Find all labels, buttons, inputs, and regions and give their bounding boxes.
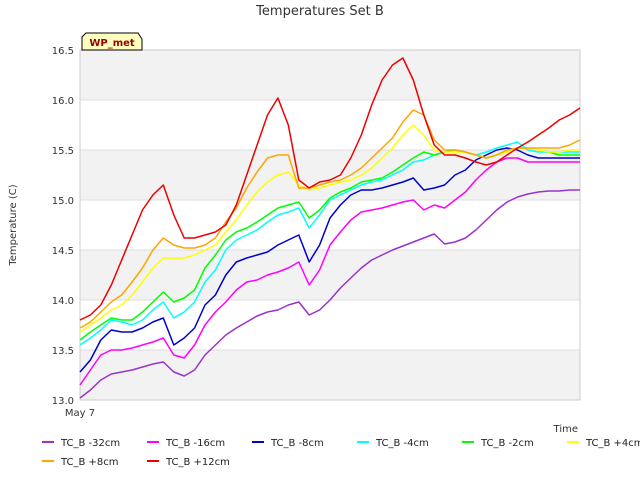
legend-label: TC_B +12cm — [165, 457, 230, 468]
series-line — [79, 141, 580, 346]
y-tick-label: 13.0 — [52, 396, 74, 407]
badge-label: WP_met — [89, 38, 135, 49]
legend-item: TC_B +12cm — [147, 457, 230, 468]
y-tick-label: 15.5 — [52, 146, 74, 157]
legend-label: TC_B -2cm — [480, 438, 534, 449]
legend-label: TC_B -4cm — [375, 438, 429, 449]
legend-label: TC_B -32cm — [60, 438, 120, 449]
legend-label: TC_B +8cm — [60, 457, 119, 468]
series-line — [79, 189, 580, 399]
badge-shape — [81, 32, 143, 51]
grid-bands — [80, 50, 580, 400]
y-tick-label: 16.5 — [52, 46, 74, 57]
grid-band — [80, 350, 580, 400]
x-axis-label: Time — [553, 424, 578, 435]
grid-band — [80, 250, 580, 300]
legend-item: TC_B +4cm — [567, 438, 640, 449]
series-line — [79, 147, 580, 373]
chart-title: Temperatures Set B — [255, 4, 384, 19]
legend-item: TC_B -16cm — [147, 438, 225, 449]
series-layer — [79, 57, 581, 399]
y-tick-label: 16.0 — [52, 96, 74, 107]
y-tick-label: 15.0 — [52, 196, 74, 207]
y-axis-label: Temperature (C) — [8, 184, 19, 266]
x-tick-label: May 7 — [65, 408, 95, 419]
grid-band — [80, 150, 580, 200]
legend-item: TC_B -32cm — [42, 438, 120, 449]
y-tick-label: 13.5 — [52, 346, 74, 357]
plot-frame — [79, 49, 581, 401]
legend-label: TC_B +4cm — [585, 438, 640, 449]
y-tick-label: 14.0 — [52, 296, 74, 307]
grid-band — [80, 50, 580, 100]
legend-item: TC_B -2cm — [462, 438, 534, 449]
legend: TC_B -32cm TC_B -16cm TC_B -8cm TC_B -4cm TC… — [42, 438, 640, 468]
y-tick-label: 14.5 — [52, 246, 74, 257]
legend-item: TC_B +8cm — [42, 457, 119, 468]
station-badge: WP_met — [81, 32, 143, 51]
series-line — [79, 57, 581, 321]
series-line — [79, 109, 581, 329]
legend-label: TC_B -16cm — [165, 438, 225, 449]
y-tick-labels: 13.0 13.5 14.0 14.5 15.0 15.5 16.0 16.5 — [52, 46, 74, 407]
legend-label: TC_B -8cm — [270, 438, 324, 449]
legend-item: TC_B -4cm — [357, 438, 429, 449]
legend-item: TC_B -8cm — [252, 438, 324, 449]
